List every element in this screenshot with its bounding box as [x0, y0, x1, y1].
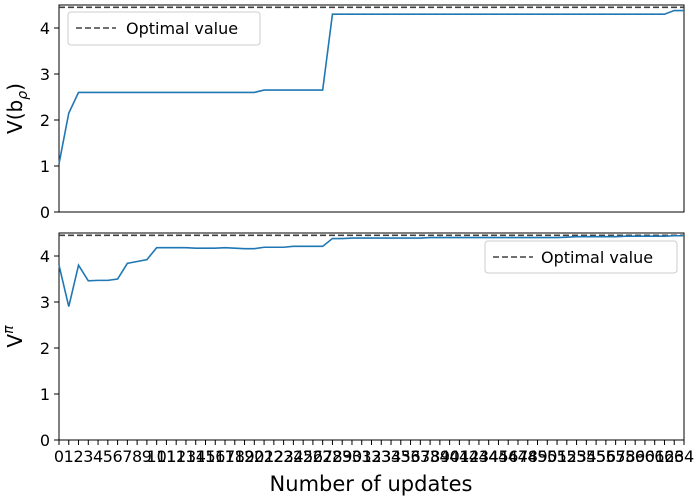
x-tick-label: 28	[322, 447, 342, 466]
x-tick-label: 5	[103, 447, 113, 466]
x-tick-label: 22	[264, 447, 284, 466]
x-tick-label: 49	[527, 447, 547, 466]
x-tick-label: 7	[122, 447, 132, 466]
top-legend-box	[67, 11, 261, 46]
top-y-tick-label: 0	[40, 203, 50, 222]
top-y-tick-label: 3	[40, 65, 50, 84]
x-tick-label: 17	[215, 447, 235, 466]
top-legend-label: Optimal value	[126, 19, 238, 38]
x-tick-label: 54	[576, 447, 596, 466]
x-tick-label: 61	[645, 447, 665, 466]
x-tick-label: 18	[225, 447, 245, 466]
x-tick-label: 11	[156, 447, 176, 466]
x-tick-label: 45	[488, 447, 508, 466]
bottom-x-ticks: 0 1 2 3 4 5 6 7 8 9101112131415161718192021222324…	[54, 440, 694, 466]
x-tick-label: 25	[293, 447, 313, 466]
bottom-legend: Optimal value	[484, 240, 678, 274]
x-tick-label: 52	[557, 447, 577, 466]
x-tick-label: 30	[342, 447, 362, 466]
x-tick-label: 35	[391, 447, 411, 466]
bottom-y-tick-label: 3	[40, 293, 50, 312]
x-tick-label: 13	[176, 447, 196, 466]
bottom-y-tick-label: 1	[40, 385, 50, 404]
x-tick-label: 60	[635, 447, 655, 466]
x-tick-label: 58	[615, 447, 635, 466]
top-y-tick-label: 4	[40, 19, 50, 38]
x-tick-label: 43	[469, 447, 489, 466]
x-tick-label: 62	[654, 447, 674, 466]
x-tick-label: 51	[547, 447, 567, 466]
x-tick-label: 15	[195, 447, 215, 466]
x-tick-label: 3	[83, 447, 93, 466]
x-tick-label: 16	[205, 447, 225, 466]
top-panel: 0 1 2 3 4 V(bρ) Optimal value	[3, 4, 685, 222]
top-y-axis-label: V(bρ)	[3, 83, 31, 134]
x-tick-label: 39	[430, 447, 450, 466]
x-tick-label: 12	[166, 447, 186, 466]
x-tick-label: 48	[518, 447, 538, 466]
x-tick-label: 42	[459, 447, 479, 466]
top-y-tick-label: 1	[40, 157, 50, 176]
x-tick-label: 37	[410, 447, 430, 466]
x-tick-label: 20	[244, 447, 264, 466]
x-tick-label: 34	[381, 447, 401, 466]
x-tick-label: 23	[273, 447, 293, 466]
x-tick-label: 59	[625, 447, 645, 466]
top-legend: Optimal value	[67, 11, 261, 46]
x-tick-label: 63	[664, 447, 684, 466]
bottom-legend-box	[484, 240, 678, 274]
x-tick-label: 19	[234, 447, 254, 466]
x-tick-label: 27	[312, 447, 332, 466]
x-tick-label: 40	[439, 447, 459, 466]
x-tick-label: 32	[361, 447, 381, 466]
x-tick-label: 33	[371, 447, 391, 466]
x-tick-label: 21	[254, 447, 274, 466]
bottom-legend-label: Optimal value	[541, 248, 653, 267]
x-tick-label: 38	[420, 447, 440, 466]
bottom-y-tick-label: 2	[40, 339, 50, 358]
top-y-ticks: 0 1 2 3 4	[40, 19, 59, 222]
x-tick-label: 2	[73, 447, 83, 466]
x-tick-label: 56	[596, 447, 616, 466]
bottom-y-tick-label: 4	[40, 247, 50, 266]
x-tick-label: 6	[113, 447, 123, 466]
bottom-y-ticks: 0 1 2 3 4	[40, 247, 59, 450]
bottom-x-axis-label: Number of updates	[270, 472, 473, 496]
x-tick-label: 64	[674, 447, 694, 466]
x-tick-label: 41	[449, 447, 469, 466]
x-tick-label: 4	[93, 447, 103, 466]
x-tick-label: 55	[586, 447, 606, 466]
x-tick-label: 31	[352, 447, 372, 466]
x-tick-label: 29	[332, 447, 352, 466]
x-tick-label: 50	[537, 447, 557, 466]
bottom-y-tick-label: 0	[40, 431, 50, 450]
x-tick-label: 10	[146, 447, 166, 466]
bottom-y-axis-label: Vπ	[1, 325, 27, 348]
x-tick-label: 8	[132, 447, 142, 466]
x-tick-label: 36	[400, 447, 420, 466]
top-plot-frame	[58, 4, 685, 213]
x-tick-label: 1	[64, 447, 74, 466]
x-tick-label: 47	[508, 447, 528, 466]
bottom-value-series-line	[58, 234, 684, 307]
x-tick-label: 24	[283, 447, 303, 466]
top-value-series-line	[58, 9, 684, 164]
x-tick-label: 0	[54, 447, 64, 466]
x-tick-label: 14	[186, 447, 206, 466]
x-tick-label: 26	[303, 447, 323, 466]
top-y-tick-label: 2	[40, 111, 50, 130]
x-tick-label: 53	[566, 447, 586, 466]
x-tick-label: 46	[498, 447, 518, 466]
x-tick-label: 57	[605, 447, 625, 466]
x-tick-label: 44	[479, 447, 499, 466]
x-tick-label: 9	[142, 447, 152, 466]
